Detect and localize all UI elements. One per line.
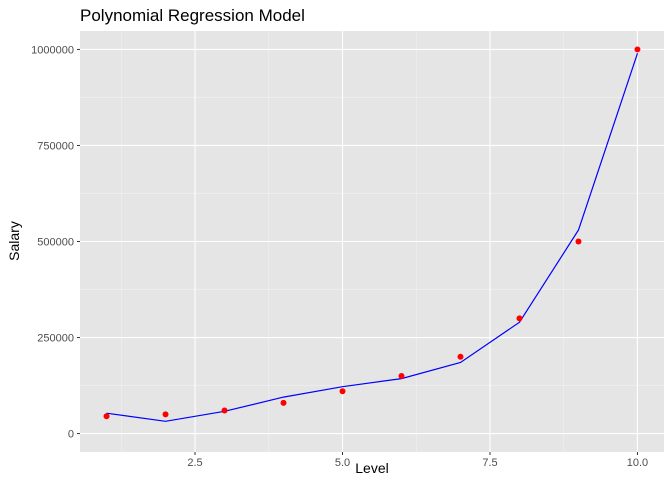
data-point bbox=[103, 413, 110, 420]
y-tick-label: 250000 bbox=[37, 333, 74, 345]
data-point bbox=[221, 407, 228, 414]
grid-major bbox=[80, 31, 664, 452]
x-tick-label: 7.5 bbox=[482, 457, 497, 469]
data-point bbox=[634, 46, 641, 53]
data-point bbox=[280, 399, 287, 406]
data-point bbox=[575, 238, 582, 245]
data-point bbox=[162, 411, 169, 418]
y-tick-label: 0 bbox=[68, 429, 74, 441]
y-axis: 0 250000 500000 750000 1000000 bbox=[31, 44, 80, 441]
y-tick-label: 500000 bbox=[37, 237, 74, 249]
y-axis-title: Salary bbox=[6, 221, 22, 261]
x-axis: 2.5 5.0 7.5 10.0 bbox=[187, 452, 648, 469]
data-point bbox=[398, 372, 405, 379]
data-point bbox=[339, 388, 346, 395]
data-point bbox=[457, 353, 464, 360]
y-tick-label: 750000 bbox=[37, 140, 74, 152]
chart-title: Polynomial Regression Model bbox=[80, 6, 305, 25]
fit-line-layer bbox=[106, 53, 639, 422]
y-tick-label: 1000000 bbox=[31, 44, 74, 56]
x-tick-label: 2.5 bbox=[187, 457, 202, 469]
data-point bbox=[516, 315, 523, 322]
x-tick-label: 10.0 bbox=[627, 457, 648, 469]
points-layer bbox=[103, 46, 641, 420]
x-tick-label: 5.0 bbox=[335, 457, 350, 469]
x-axis-title: Level bbox=[355, 460, 388, 476]
regression-line bbox=[106, 53, 639, 422]
